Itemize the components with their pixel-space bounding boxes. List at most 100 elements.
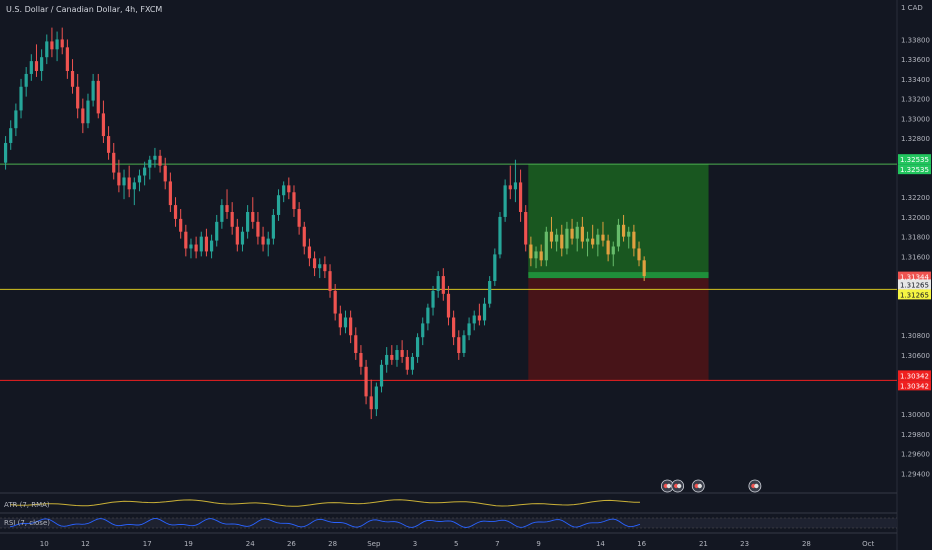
candle (421, 323, 425, 338)
price-tick-label: 1.29800 (901, 431, 930, 439)
candle (323, 264, 327, 272)
time-tick-label: 16 (637, 540, 646, 548)
price-label-box (898, 370, 931, 381)
candle (549, 231, 554, 242)
event-icon-flag (666, 483, 672, 489)
time-tick-label: 19 (184, 540, 193, 548)
candle (472, 315, 476, 324)
candle (518, 182, 523, 212)
time-tick-label: 26 (287, 540, 296, 548)
time-tick-label: 21 (699, 540, 708, 548)
candle (493, 254, 497, 282)
candle (137, 175, 142, 183)
candle (349, 317, 353, 336)
candle (307, 246, 312, 259)
candle (204, 236, 209, 252)
candle (328, 271, 332, 291)
rsi-line (9, 518, 641, 528)
currency-label: 1 CAD (901, 4, 923, 12)
candle (302, 226, 306, 247)
price-label-text: 1.30342 (900, 382, 929, 390)
price-tick-label: 1.30800 (901, 332, 930, 340)
price-tick-label: 1.33000 (901, 115, 930, 123)
candle (539, 251, 543, 261)
price-tick-label: 1.32000 (901, 214, 930, 222)
candle (230, 211, 234, 227)
price-label-box (898, 279, 931, 290)
price-label-box (898, 164, 931, 175)
price-tick-label: 1.32200 (901, 194, 930, 202)
price-tick-label: 1.30000 (901, 411, 930, 419)
candle (333, 290, 337, 314)
candle (282, 185, 286, 196)
price-label-box (898, 271, 931, 282)
candle (359, 352, 363, 367)
price-tick-label: 1.33800 (901, 36, 930, 44)
candle (591, 238, 595, 245)
candle (261, 236, 265, 245)
candle (60, 39, 64, 48)
candle (627, 231, 631, 237)
time-tick-label: 14 (596, 540, 605, 548)
time-tick-label: 23 (740, 540, 749, 548)
candle (101, 113, 106, 137)
time-tick-label: 28 (802, 540, 811, 548)
price-label-text: 1.31344 (900, 274, 929, 282)
stop-zone (528, 275, 709, 381)
event-icon-flag (697, 483, 702, 489)
candle (369, 396, 373, 410)
candle (606, 240, 610, 255)
candle (251, 211, 255, 222)
candle (76, 86, 80, 109)
candle (117, 172, 121, 186)
time-tick-label: 24 (246, 540, 255, 548)
time-tick-label: Sep (367, 540, 381, 548)
candle (158, 155, 162, 166)
price-label-text: 1.32535 (900, 156, 929, 164)
time-tick-label: 17 (143, 540, 152, 548)
candle (508, 185, 512, 190)
candle (601, 234, 605, 241)
price-tick-label: 1.33200 (901, 96, 930, 104)
candle (122, 177, 126, 186)
candle (632, 231, 636, 249)
candle (132, 182, 136, 190)
candle (256, 221, 260, 237)
candle (441, 276, 445, 294)
entry-band (528, 272, 709, 279)
candle (29, 61, 33, 74)
symbol-title: U.S. Dollar / Canadian Dollar, 4h, FXCM (6, 5, 163, 14)
candle (477, 315, 481, 321)
candle (390, 354, 394, 360)
candle (436, 276, 440, 291)
candle (570, 228, 574, 239)
candle (457, 337, 461, 353)
candle (385, 354, 389, 365)
candle (106, 136, 111, 153)
candle (81, 108, 85, 124)
candle (534, 251, 538, 259)
price-tick-label: 1.30600 (901, 352, 930, 360)
candle (482, 303, 487, 321)
price-label-text: 1.31265 (900, 281, 929, 289)
candle (621, 224, 626, 237)
candle (148, 159, 152, 168)
price-tick-label: 1.31600 (901, 253, 930, 261)
candle (168, 181, 172, 206)
candle (153, 155, 157, 160)
candle (529, 244, 533, 259)
candle (637, 248, 641, 261)
candle (452, 317, 456, 338)
candle (426, 307, 430, 324)
candle (585, 238, 590, 242)
price-tick-label: 1.33400 (901, 76, 930, 84)
candle (91, 80, 95, 101)
atr-line (9, 499, 641, 507)
candle (34, 61, 39, 71)
price-tick-label: 1.33600 (901, 56, 930, 64)
candle (405, 356, 409, 370)
candle (194, 244, 198, 252)
candle (364, 366, 368, 397)
